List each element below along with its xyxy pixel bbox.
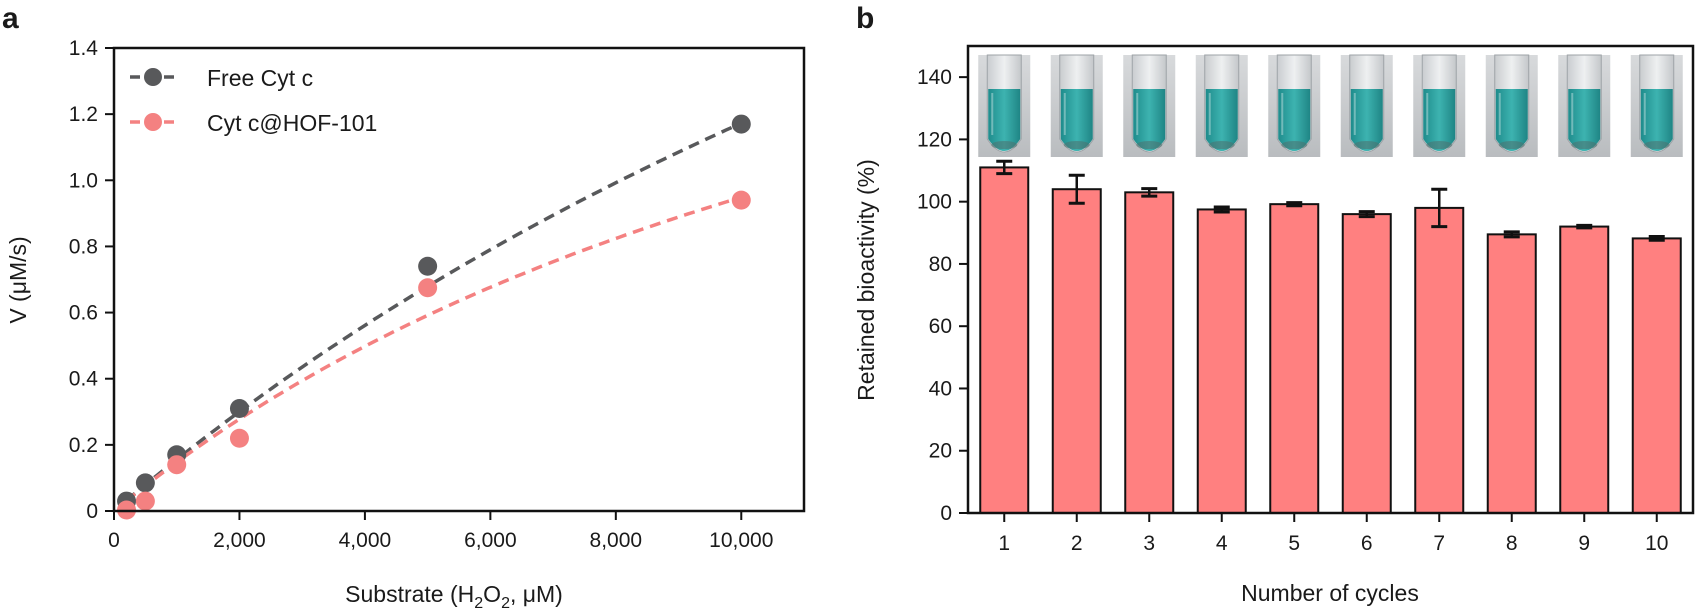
data-point-free-cytc bbox=[229, 398, 249, 418]
panel-b-x-tick-label: 10 bbox=[1645, 532, 1668, 555]
panel-b-x-tick-label: 9 bbox=[1578, 532, 1590, 555]
panel-a-plot-frame bbox=[112, 46, 806, 513]
panel-b-y-axis-title: Retained bioactivity (%) bbox=[853, 159, 879, 401]
data-point-free-cytc bbox=[418, 256, 438, 276]
panel-a-x-tick-label: 4,000 bbox=[339, 529, 392, 552]
panel-a-x-tick-label: 2,000 bbox=[213, 529, 266, 552]
panel-b-y-tick-label: 120 bbox=[917, 128, 952, 151]
test-tube-cycle-8 bbox=[1485, 54, 1538, 157]
panel-b-letter: b bbox=[856, 2, 874, 35]
legend-label-free-cytc: Free Cyt c bbox=[207, 65, 313, 91]
panel-b-x-tick-label: 1 bbox=[998, 532, 1010, 555]
panel-a-x-tick-label: 0 bbox=[108, 529, 120, 552]
panel-a-x-tick-label: 8,000 bbox=[590, 529, 643, 552]
panel-a-x-tick-label: 6,000 bbox=[464, 529, 517, 552]
test-tube-cycle-1 bbox=[978, 54, 1031, 157]
data-point-cytc-hof bbox=[135, 491, 155, 511]
panel-b-x-tick-label: 7 bbox=[1433, 532, 1445, 555]
legend-marker-free-cytc bbox=[144, 68, 162, 86]
panel-a-y-tick-label: 1.2 bbox=[69, 103, 98, 126]
panel-a-y-tick-label: 0.6 bbox=[69, 302, 98, 325]
panel-b-x-tick-label: 3 bbox=[1143, 532, 1155, 555]
test-tube-cycle-7 bbox=[1413, 54, 1466, 157]
panel-a-y-axis-title: V (μM/s) bbox=[5, 236, 31, 323]
panel-b-x-tick-label: 5 bbox=[1288, 532, 1300, 555]
bar-cycle-9 bbox=[1559, 225, 1610, 514]
panel-a-y-tick-label: 0 bbox=[86, 500, 98, 523]
data-point-free-cytc bbox=[135, 473, 155, 493]
test-tube-cycle-4 bbox=[1195, 54, 1248, 157]
fit-curve-cytc-hof bbox=[125, 195, 742, 503]
bar-cycle-8 bbox=[1486, 233, 1537, 515]
bar-cycle-6 bbox=[1341, 213, 1392, 514]
panel-a-y-tick-label: 1.0 bbox=[69, 169, 98, 192]
error-bar-cycle-8 bbox=[1503, 230, 1520, 239]
error-bar-cycle-1 bbox=[996, 159, 1013, 176]
bar-cycle-10 bbox=[1631, 237, 1682, 515]
data-point-free-cytc bbox=[731, 114, 751, 134]
panel-a-x-axis-title: Substrate (H2O2, μM) bbox=[345, 581, 563, 611]
error-bar-cycle-3 bbox=[1141, 187, 1158, 198]
error-bar-cycle-10 bbox=[1648, 235, 1665, 242]
test-tube-cycle-9 bbox=[1558, 54, 1611, 157]
data-point-cytc-hof bbox=[229, 428, 249, 448]
error-bar-cycle-9 bbox=[1576, 223, 1593, 230]
panel-b-y-tick-label: 80 bbox=[929, 253, 952, 276]
panel-b-x-tick-label: 8 bbox=[1506, 532, 1518, 555]
panel-a-x-tick-label: 10,000 bbox=[709, 529, 773, 552]
panel-b-y-tick-label: 20 bbox=[929, 440, 952, 463]
panel-b-y-tick-label: 100 bbox=[917, 191, 952, 214]
panel-b-x-tick-label: 2 bbox=[1071, 532, 1083, 555]
bar-cycle-7 bbox=[1414, 206, 1465, 514]
error-bar-cycle-4 bbox=[1213, 205, 1230, 214]
panel-b-x-tick-label: 4 bbox=[1216, 532, 1228, 555]
legend-marker-cytc-hof bbox=[144, 113, 162, 131]
panel-b-y-tick-label: 0 bbox=[940, 502, 952, 525]
error-bar-cycle-6 bbox=[1358, 210, 1375, 219]
data-point-cytc-hof bbox=[731, 190, 751, 210]
panel-a-legend: Free Cyt c Cyt c@HOF-101 bbox=[130, 65, 377, 136]
panel-a-y-tick-label: 1.4 bbox=[69, 37, 99, 60]
bar-cycle-1 bbox=[979, 166, 1030, 514]
error-bar-cycle-5 bbox=[1286, 201, 1303, 208]
test-tube-cycle-2 bbox=[1050, 54, 1103, 157]
panel-b-x-axis-title: Number of cycles bbox=[1241, 580, 1419, 606]
legend-label-cytc-hof: Cyt c@HOF-101 bbox=[207, 110, 377, 136]
test-tube-cycle-10 bbox=[1630, 54, 1683, 157]
data-point-cytc-hof bbox=[167, 455, 187, 475]
test-tube-cycle-6 bbox=[1340, 54, 1393, 157]
panel-a-letter: a bbox=[2, 2, 19, 35]
data-point-cytc-hof bbox=[418, 278, 438, 298]
panel-b-bar-chart: 0 20 40 60 80 100 120 140 1 2 3 4 5 6 7 8 9 10 Retained b… bbox=[853, 44, 1695, 606]
bar-cycle-4 bbox=[1196, 208, 1247, 514]
panel-b-y-tick-label: 40 bbox=[929, 377, 952, 400]
panel-b-y-tick-label: 60 bbox=[929, 315, 952, 338]
panel-a-y-tick-label: 0.8 bbox=[69, 235, 98, 258]
panel-a-y-tick-label: 0.2 bbox=[69, 434, 98, 457]
error-bar-cycle-7 bbox=[1431, 187, 1448, 229]
error-bar-cycle-2 bbox=[1068, 173, 1085, 205]
bar-cycle-3 bbox=[1124, 191, 1175, 514]
fit-curve-free-cytc bbox=[125, 121, 743, 502]
panel-a-y-tick-label: 0.4 bbox=[69, 368, 99, 391]
bar-cycle-2 bbox=[1051, 188, 1102, 514]
test-tube-cycle-5 bbox=[1268, 54, 1321, 157]
panel-a-scatter-chart: 0 2,000 4,000 6,000 8,000 10,000 0 0.2 0.4 0.6 0.8… bbox=[5, 37, 806, 611]
panel-b-y-tick-label: 140 bbox=[917, 66, 952, 89]
test-tube-cycle-3 bbox=[1123, 54, 1176, 157]
bar-cycle-5 bbox=[1269, 203, 1320, 514]
panel-b-x-tick-label: 6 bbox=[1361, 532, 1373, 555]
panel-b-plot-frame bbox=[966, 44, 1695, 515]
